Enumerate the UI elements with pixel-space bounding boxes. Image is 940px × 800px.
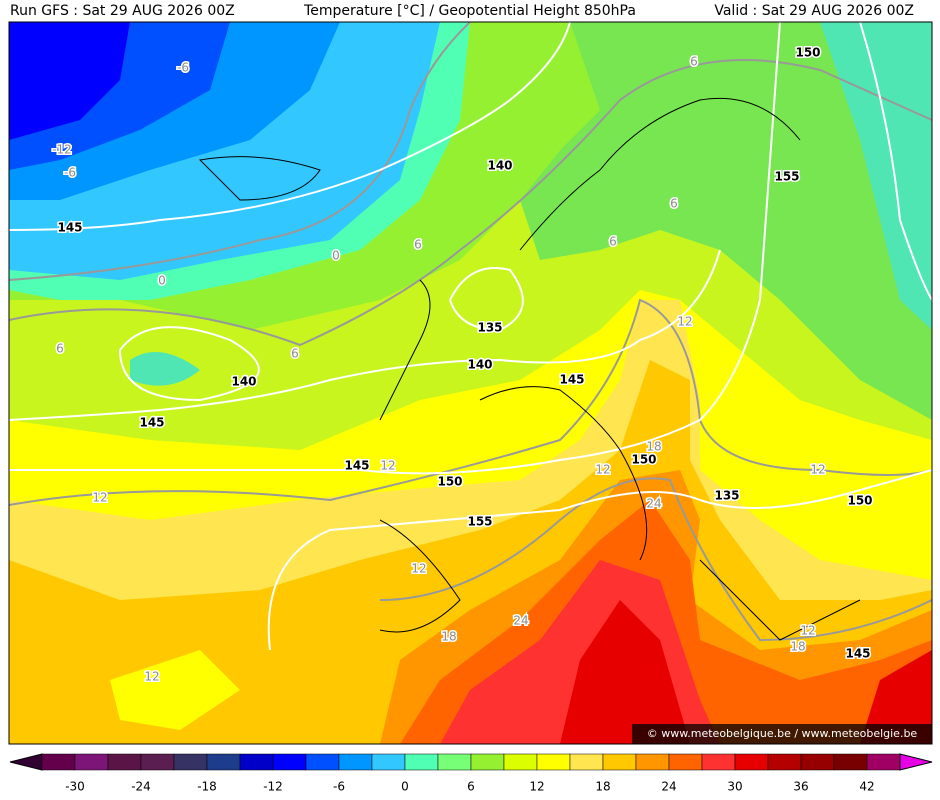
map-title: Temperature [°C] / Geopotential Height 8… (303, 3, 636, 19)
temperature-label: 12 (677, 315, 692, 329)
temperature-label: 12 (595, 463, 610, 477)
height-label: 145 (139, 416, 164, 430)
height-label: 140 (231, 375, 256, 389)
temperature-label: 24 (513, 614, 528, 628)
height-label: 145 (559, 373, 584, 387)
height-label: 135 (714, 489, 739, 503)
height-label: 145 (845, 647, 870, 661)
colorbar-segment (503, 753, 538, 771)
temperature-label: 6 (56, 342, 64, 356)
colorbar-tick-label: 30 (727, 780, 742, 794)
colorbar-segment (140, 753, 175, 771)
temperature-label: 6 (690, 55, 698, 69)
temperature-label: 0 (158, 274, 166, 288)
temperature-label: 12 (810, 463, 825, 477)
colorbar-tick-label: 24 (661, 780, 676, 794)
contour-labels: 150 -6 6 -12 -6 140 155 145 6 6 0 6 0 12 135 6 6 140 145 14… (51, 44, 874, 685)
temperature-label: 12 (92, 491, 107, 505)
temperature-label: 12 (800, 624, 815, 638)
temperature-label: 18 (646, 440, 661, 454)
colorbar-segment (800, 753, 835, 771)
colorbar-tick-label: 42 (859, 780, 874, 794)
height-label: 140 (487, 159, 512, 173)
colorbar-segment (866, 753, 901, 771)
temperature-label: 12 (380, 459, 395, 473)
colorbar-segment (569, 753, 604, 771)
colorbar-segment (305, 753, 340, 771)
height-label: 150 (631, 453, 656, 467)
colorbar-segment (767, 753, 802, 771)
colorbar-segment (41, 753, 76, 771)
temperature-label: 24 (646, 497, 661, 511)
temperature-label: 12 (411, 562, 426, 576)
watermark: © www.meteobelgique.be / www.meteobelgie… (647, 727, 918, 740)
colorbar: -30 -24 -18 -12 -6 0 6 12 18 24 30 36 42 (9, 753, 933, 794)
colorbar-tick-label: 6 (467, 780, 475, 794)
colorbar-tick-label: -18 (197, 780, 217, 794)
colorbar-segment (338, 753, 373, 771)
colorbar-segment (206, 753, 241, 771)
map-frame (8, 21, 933, 745)
temperature-label: 12 (144, 670, 159, 684)
height-label: 150 (795, 46, 820, 60)
temperature-label: 6 (291, 347, 299, 361)
colorbar-segment (833, 753, 868, 771)
colorbar-segment (239, 753, 274, 771)
height-label: 145 (57, 221, 82, 235)
colorbar-segment (173, 753, 208, 771)
height-label: 145 (344, 459, 369, 473)
colorbar-tick-label: -30 (65, 780, 85, 794)
colorbar-segment (470, 753, 505, 771)
height-label: 140 (467, 358, 492, 372)
colorbar-tick-label: 0 (401, 780, 409, 794)
temperature-label: 6 (670, 197, 678, 211)
temperature-label: -6 (177, 61, 189, 75)
run-label: Run GFS : Sat 29 AUG 2026 00Z (10, 3, 235, 19)
colorbar-segment (602, 753, 637, 771)
height-label: 150 (847, 494, 872, 508)
map (9, 22, 932, 744)
height-label: 150 (437, 475, 462, 489)
colorbar-segment (536, 753, 571, 771)
temperature-label: 6 (609, 235, 617, 249)
colorbar-segment (272, 753, 307, 771)
colorbar-segment (734, 753, 769, 771)
colorbar-tick-label: -6 (333, 780, 345, 794)
colorbar-tick-label: -24 (131, 780, 151, 794)
height-label: 155 (774, 170, 799, 184)
valid-label: Valid : Sat 29 AUG 2026 00Z (714, 3, 914, 19)
colorbar-tick-label: 12 (529, 780, 544, 794)
temperature-label: 18 (441, 630, 456, 644)
colorbar-segment (701, 753, 736, 771)
colorbar-segment (668, 753, 703, 771)
colorbar-tick-label: -12 (263, 780, 283, 794)
colorbar-segment (74, 753, 109, 771)
colorbar-segment (404, 753, 439, 771)
colorbar-segment (437, 753, 472, 771)
colorbar-segment (107, 753, 142, 771)
temperature-label: -6 (64, 166, 76, 180)
colorbar-segment (371, 753, 406, 771)
colorbar-segment (635, 753, 670, 771)
temperature-label: 0 (332, 249, 340, 263)
temperature-label: -12 (52, 143, 72, 157)
colorbar-tick-label: 18 (595, 780, 610, 794)
watermark-bg (632, 724, 932, 744)
colorbar-low-end (9, 753, 43, 771)
colorbar-tick-label: 36 (793, 780, 808, 794)
temperature-label: 18 (790, 640, 805, 654)
height-label: 155 (467, 515, 492, 529)
colorbar-high-end (899, 753, 933, 771)
temperature-label: 6 (414, 238, 422, 252)
height-label: 135 (477, 321, 502, 335)
